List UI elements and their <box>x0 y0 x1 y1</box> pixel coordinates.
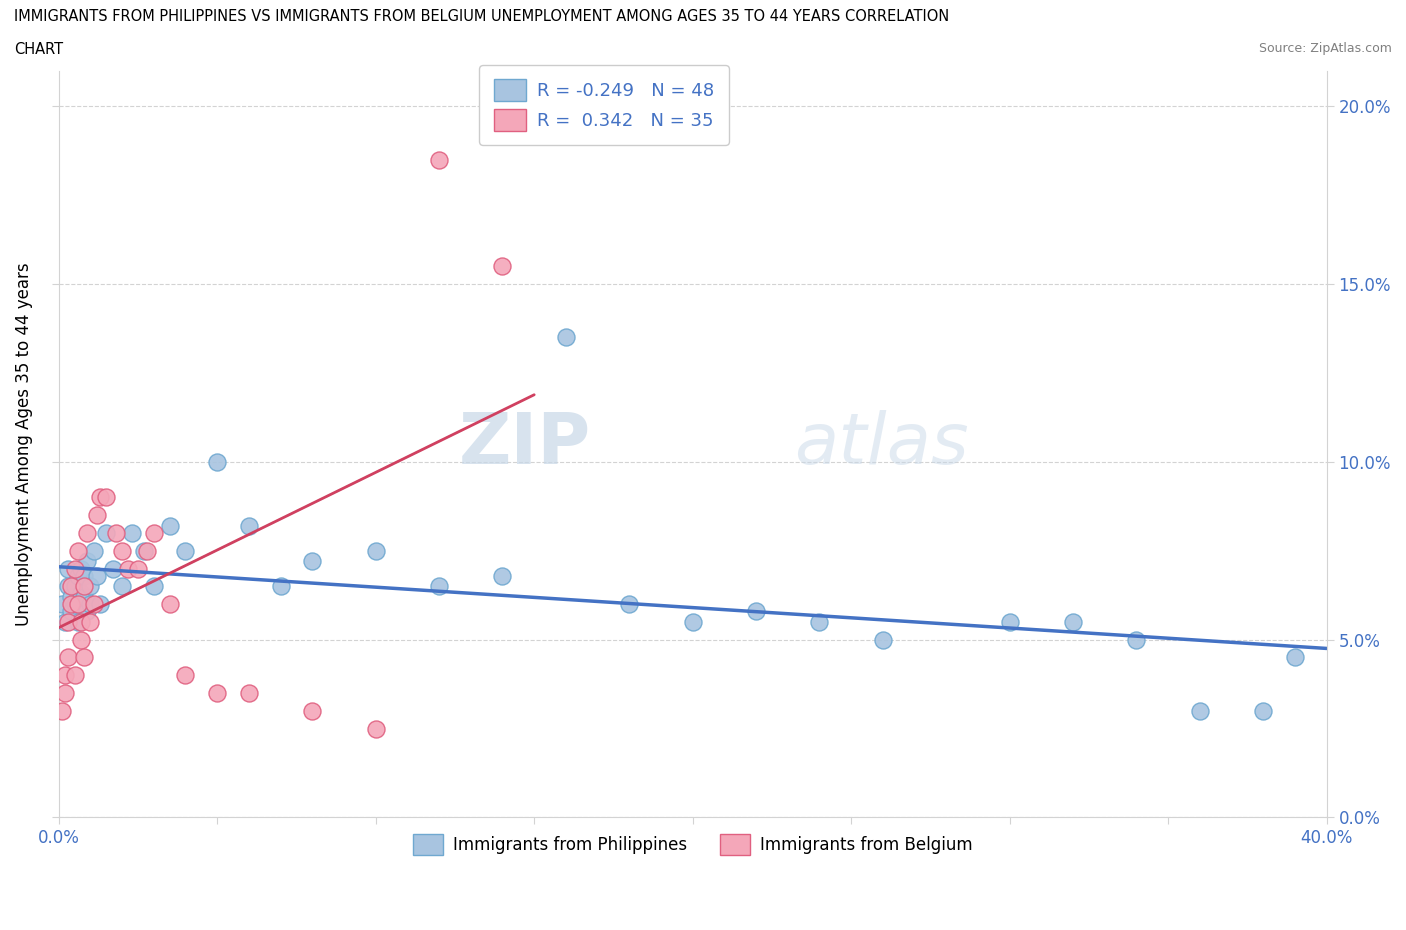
Point <box>808 615 831 630</box>
Point <box>73 578 96 593</box>
Point <box>238 685 260 700</box>
Text: CHART: CHART <box>14 42 63 57</box>
Point <box>60 604 83 618</box>
Point <box>205 455 228 470</box>
Point <box>53 685 76 700</box>
Point <box>111 543 134 558</box>
Point <box>1284 650 1306 665</box>
Point <box>111 578 134 593</box>
Y-axis label: Unemployment Among Ages 35 to 44 years: Unemployment Among Ages 35 to 44 years <box>15 262 32 626</box>
Point <box>159 597 181 612</box>
Point <box>58 561 80 576</box>
Point <box>998 615 1021 630</box>
Point <box>58 650 80 665</box>
Point <box>301 703 323 718</box>
Point <box>174 668 197 683</box>
Point <box>79 597 101 612</box>
Point <box>745 604 768 618</box>
Point <box>491 568 513 583</box>
Text: ZIP: ZIP <box>458 409 592 479</box>
Point <box>51 703 73 718</box>
Point <box>66 568 89 583</box>
Point <box>301 554 323 569</box>
Point <box>619 597 641 612</box>
Point <box>70 586 93 601</box>
Point <box>96 490 118 505</box>
Point <box>364 543 387 558</box>
Point <box>89 597 111 612</box>
Point <box>63 561 86 576</box>
Point <box>66 543 89 558</box>
Point <box>101 561 124 576</box>
Point <box>174 543 197 558</box>
Point <box>76 604 98 618</box>
Point <box>104 525 127 540</box>
Point <box>364 721 387 736</box>
Point <box>427 153 450 167</box>
Point <box>66 615 89 630</box>
Point <box>53 668 76 683</box>
Point <box>134 543 156 558</box>
Point <box>70 561 93 576</box>
Point <box>86 568 108 583</box>
Point <box>142 578 165 593</box>
Point <box>53 615 76 630</box>
Point <box>63 668 86 683</box>
Text: IMMIGRANTS FROM PHILIPPINES VS IMMIGRANTS FROM BELGIUM UNEMPLOYMENT AMONG AGES 3: IMMIGRANTS FROM PHILIPPINES VS IMMIGRANT… <box>14 9 949 24</box>
Point <box>117 561 139 576</box>
Point <box>205 685 228 700</box>
Point <box>79 615 101 630</box>
Text: atlas: atlas <box>794 409 969 479</box>
Point <box>63 597 86 612</box>
Point <box>554 330 576 345</box>
Text: Source: ZipAtlas.com: Source: ZipAtlas.com <box>1258 42 1392 55</box>
Point <box>491 259 513 273</box>
Point <box>70 615 93 630</box>
Point <box>73 568 96 583</box>
Point <box>73 590 96 604</box>
Point <box>96 525 118 540</box>
Point <box>83 597 105 612</box>
Point <box>121 525 143 540</box>
Point <box>872 632 894 647</box>
Point <box>76 554 98 569</box>
Point <box>127 561 149 576</box>
Point <box>76 525 98 540</box>
Point <box>60 597 83 612</box>
Point <box>79 578 101 593</box>
Point <box>73 650 96 665</box>
Point <box>86 508 108 523</box>
Point <box>89 490 111 505</box>
Point <box>1188 703 1211 718</box>
Point <box>1253 703 1275 718</box>
Point <box>1062 615 1084 630</box>
Point <box>159 518 181 533</box>
Point <box>136 543 159 558</box>
Point <box>66 597 89 612</box>
Point <box>60 578 83 593</box>
Point <box>58 578 80 593</box>
Point <box>83 543 105 558</box>
Point <box>1125 632 1147 647</box>
Point <box>270 578 292 593</box>
Point <box>70 632 93 647</box>
Point <box>682 615 704 630</box>
Point <box>63 578 86 593</box>
Point <box>51 597 73 612</box>
Point <box>58 615 80 630</box>
Point <box>427 578 450 593</box>
Point <box>238 518 260 533</box>
Point <box>60 590 83 604</box>
Legend: Immigrants from Philippines, Immigrants from Belgium: Immigrants from Philippines, Immigrants … <box>406 828 980 861</box>
Point <box>142 525 165 540</box>
